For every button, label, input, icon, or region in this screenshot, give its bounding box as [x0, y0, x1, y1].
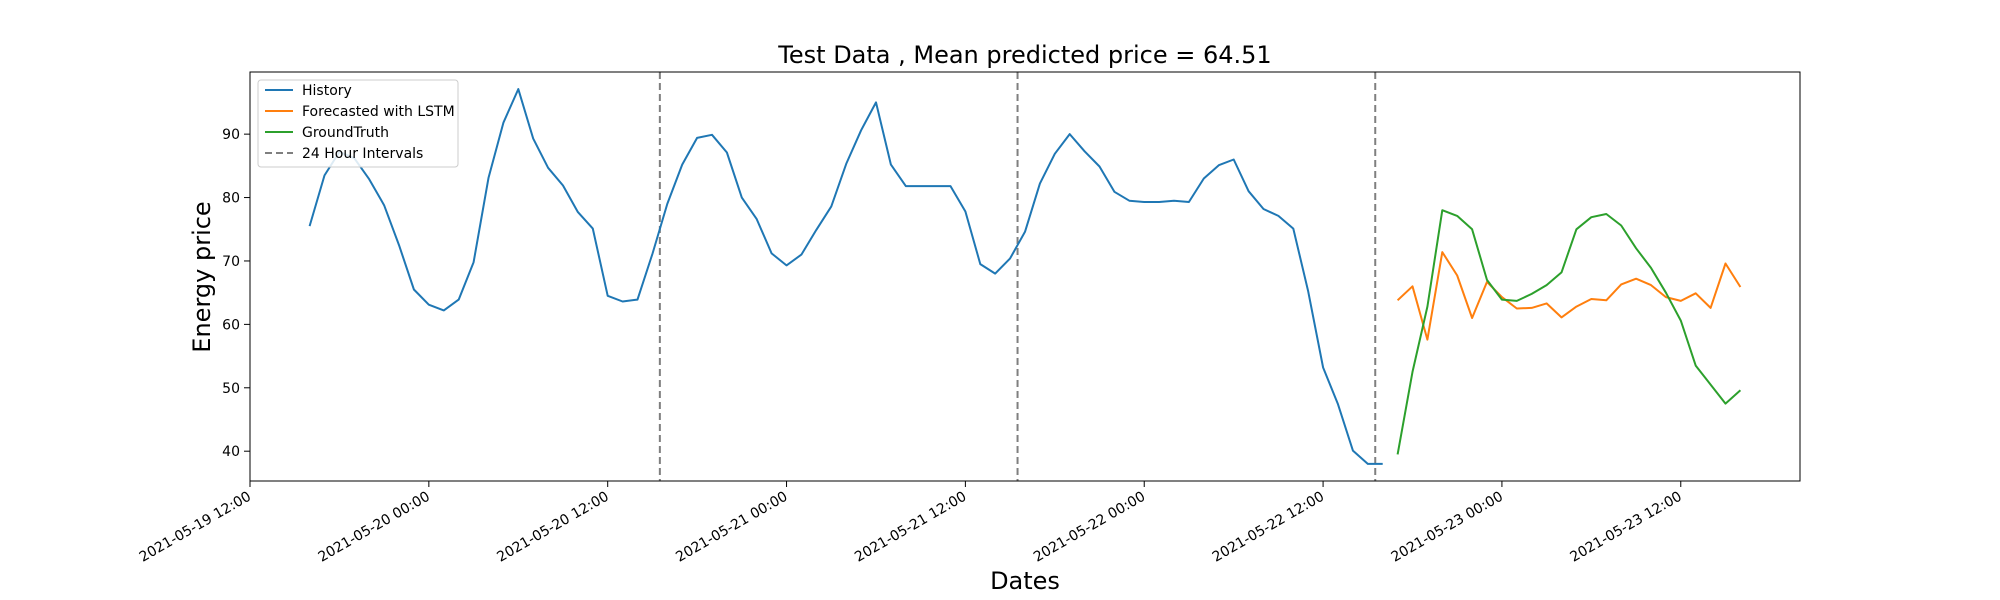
y-tick-label: 80 [222, 191, 240, 207]
x-axis-ticks: 2021-05-19 12:00 2021-05-20 00:00 2021-05-… [137, 481, 1685, 566]
interval-lines [658, 72, 1377, 481]
x-tick-label: 2021-05-22 00:00 [1031, 489, 1148, 566]
y-tick-label: 70 [222, 254, 240, 270]
x-tick-label: 2021-05-20 12:00 [494, 489, 611, 566]
series-line-history [308, 88, 1383, 465]
series-line-groundtruth [1396, 209, 1742, 455]
y-tick-label: 90 [222, 127, 240, 143]
legend-label-history: History [302, 83, 352, 99]
legend-label-forecast: Forecasted with LSTM [302, 104, 455, 120]
legend-label-groundtruth: GroundTruth [302, 125, 389, 141]
y-tick-label: 40 [222, 444, 240, 460]
plot-frame [249, 71, 1801, 482]
chart-title: Test Data , Mean predicted price = 64.51 [777, 41, 1271, 69]
y-tick-label: 50 [222, 381, 240, 397]
x-tick-label: 2021-05-23 00:00 [1389, 489, 1506, 566]
x-tick-label: 2021-05-22 12:00 [1210, 489, 1327, 566]
legend: History Forecasted with LSTM GroundTruth… [257, 79, 459, 168]
x-tick-label: 2021-05-19 12:00 [137, 489, 254, 566]
series-line-forecasted-with-lstm [1396, 251, 1742, 341]
x-axis-title: Dates [990, 567, 1060, 595]
x-tick-label: 2021-05-23 12:00 [1568, 489, 1685, 566]
legend-label-intervals: 24 Hour Intervals [302, 146, 423, 162]
legend-box [257, 79, 459, 168]
y-axis-title: Energy price [188, 201, 216, 352]
x-tick-label: 2021-05-20 00:00 [316, 489, 433, 566]
x-tick-label: 2021-05-21 00:00 [673, 489, 790, 566]
y-tick-label: 60 [222, 317, 240, 333]
y-axis-ticks: 40 50 60 70 80 90 [222, 127, 250, 460]
x-tick-label: 2021-05-21 12:00 [852, 489, 969, 566]
series-lines [308, 88, 1742, 465]
